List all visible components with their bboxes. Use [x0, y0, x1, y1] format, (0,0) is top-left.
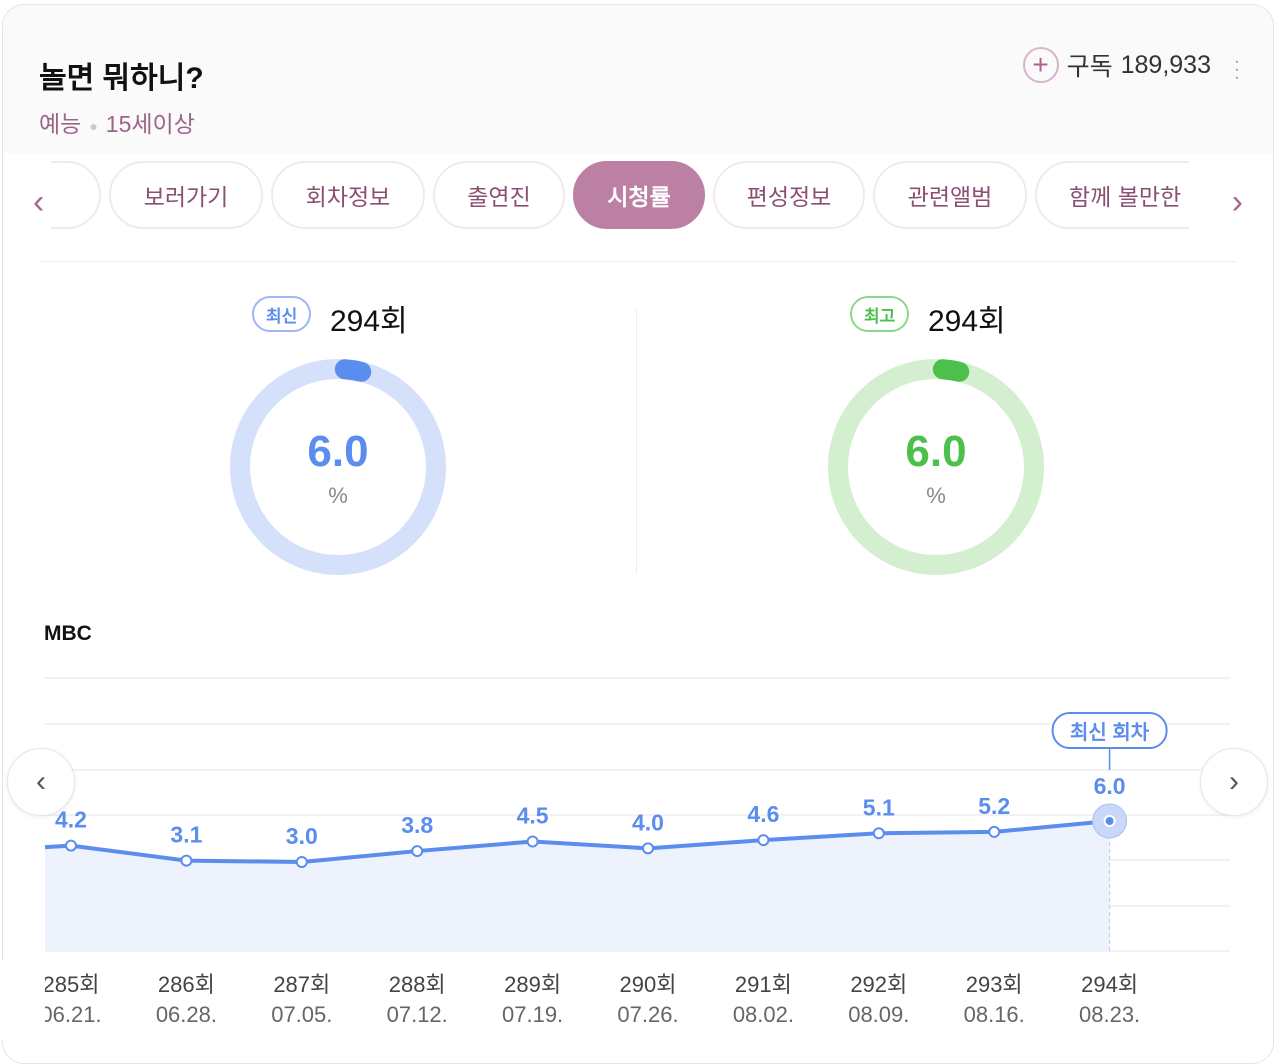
- data-label: 4.6: [747, 801, 779, 827]
- x-tick-date: 06.28.: [156, 1002, 217, 1027]
- genre: 예능: [39, 111, 82, 137]
- more-options-icon[interactable]: · · ·: [1233, 48, 1241, 89]
- x-tick-date: 07.19.: [502, 1002, 563, 1027]
- tab-schedule[interactable]: 편성정보: [713, 161, 865, 229]
- data-point: [180, 854, 193, 867]
- x-tick-date: 07.05.: [271, 1002, 332, 1027]
- chevron-right-icon: ›: [1229, 765, 1239, 798]
- x-tick-episode: 293회: [966, 972, 1023, 997]
- latest-episode-callout: [1051, 712, 1168, 749]
- data-point: [65, 839, 77, 852]
- tabs-next-chevron-icon[interactable]: ›: [1231, 183, 1243, 221]
- tabs-prev-chevron-icon[interactable]: ‹: [33, 183, 45, 221]
- latest-episode: 294회: [330, 305, 408, 338]
- tab-bar: 보러가기 회차정보 출연진 시청률 편성정보 관련앨범 함께 볼만한: [3, 161, 1273, 233]
- x-tick-date: 08.09.: [848, 1002, 909, 1027]
- data-label: 5.1: [863, 794, 895, 820]
- data-label: 3.8: [401, 812, 433, 838]
- latest-value: 6.0: [307, 427, 369, 476]
- data-label: 6.0: [1094, 773, 1126, 799]
- chevron-left-icon: ‹: [36, 765, 46, 798]
- highest-donut: 6.0 %: [826, 357, 1046, 577]
- x-tick-date: 07.26.: [617, 1002, 678, 1027]
- tab-ratings[interactable]: 시청률: [573, 161, 705, 229]
- chart-prev-button[interactable]: ‹: [7, 748, 75, 816]
- x-tick-episode: 294회: [1081, 972, 1138, 997]
- divider: [39, 261, 1237, 262]
- data-label: 3.0: [286, 823, 318, 849]
- data-point: [1103, 814, 1116, 827]
- x-tick-episode: 286회: [158, 972, 215, 997]
- data-label: 5.2: [978, 793, 1010, 819]
- data-label: 4.2: [55, 807, 87, 833]
- chart-area: [45, 820, 1110, 951]
- highest-unit: %: [926, 483, 946, 508]
- chart-title: MBC: [44, 622, 92, 645]
- x-tick-date: 08.16.: [964, 1002, 1025, 1027]
- donut-arc: [828, 359, 1044, 575]
- data-label: 4.0: [632, 809, 664, 835]
- highest-episode: 294회: [928, 305, 1006, 338]
- chart-next-button[interactable]: ›: [1200, 748, 1268, 816]
- separator-dot: ●: [89, 117, 98, 134]
- x-tick-episode: 291회: [735, 972, 792, 997]
- tab-watch[interactable]: 보러가기: [109, 161, 263, 229]
- x-tick-episode: 292회: [850, 972, 907, 997]
- program-header: [3, 5, 1273, 153]
- x-tick-episode: 285회: [43, 972, 100, 997]
- tab-partial[interactable]: [51, 161, 101, 229]
- subscribe-label: 구독: [1066, 53, 1113, 81]
- subscribe-button[interactable]: + 구독 189,933: [1022, 47, 1211, 83]
- tab-recommended[interactable]: 함께 볼만한: [1035, 161, 1189, 229]
- data-point: [411, 845, 424, 858]
- x-tick-episode: 287회: [273, 972, 330, 997]
- x-tick-episode: 289회: [504, 972, 561, 997]
- x-tick-episode: 288회: [389, 972, 446, 997]
- tab-episode-info[interactable]: 회차정보: [271, 161, 425, 229]
- tab-albums[interactable]: 관련앨범: [873, 161, 1027, 229]
- x-tick-date: 08.02.: [733, 1002, 794, 1027]
- x-tick-date: 07.12.: [387, 1002, 448, 1027]
- age-rating: 15세이상: [105, 111, 195, 137]
- latest-donut: 6.0 %: [228, 357, 448, 577]
- x-tick-date: 06.21.: [40, 1002, 101, 1027]
- highest-value: 6.0: [905, 427, 967, 476]
- subscriber-count: 189,933: [1120, 50, 1211, 79]
- program-meta: 예능 ● 15세이상: [39, 105, 195, 139]
- program-title[interactable]: 놀면 뭐하니?: [39, 62, 204, 95]
- tick-clip: [0, 960, 45, 1040]
- latest-unit: %: [328, 483, 348, 508]
- plus-icon: +: [1022, 47, 1059, 83]
- latest-badge: 최신: [252, 296, 312, 332]
- data-label: 4.5: [517, 802, 549, 828]
- data-point: [642, 842, 654, 855]
- ratings-chart: 4.2 285회 06.21. 3.1 286회 06.28. 3.0 287회 07.05. 3…: [0, 677, 1230, 1040]
- vertical-divider: [636, 308, 637, 574]
- donut-arc: [230, 359, 446, 575]
- data-point: [872, 827, 885, 840]
- data-point: [988, 825, 1001, 838]
- x-tick-episode: 290회: [620, 972, 677, 997]
- data-label: 3.1: [170, 822, 202, 848]
- data-point: [295, 856, 308, 868]
- data-point: [757, 834, 770, 847]
- callout-label: 최신 회차: [1070, 721, 1150, 744]
- highest-badge: 최고: [850, 296, 910, 332]
- tab-cast[interactable]: 출연진: [433, 161, 565, 229]
- data-point: [526, 835, 539, 848]
- x-tick-date: 08.23.: [1079, 1002, 1140, 1027]
